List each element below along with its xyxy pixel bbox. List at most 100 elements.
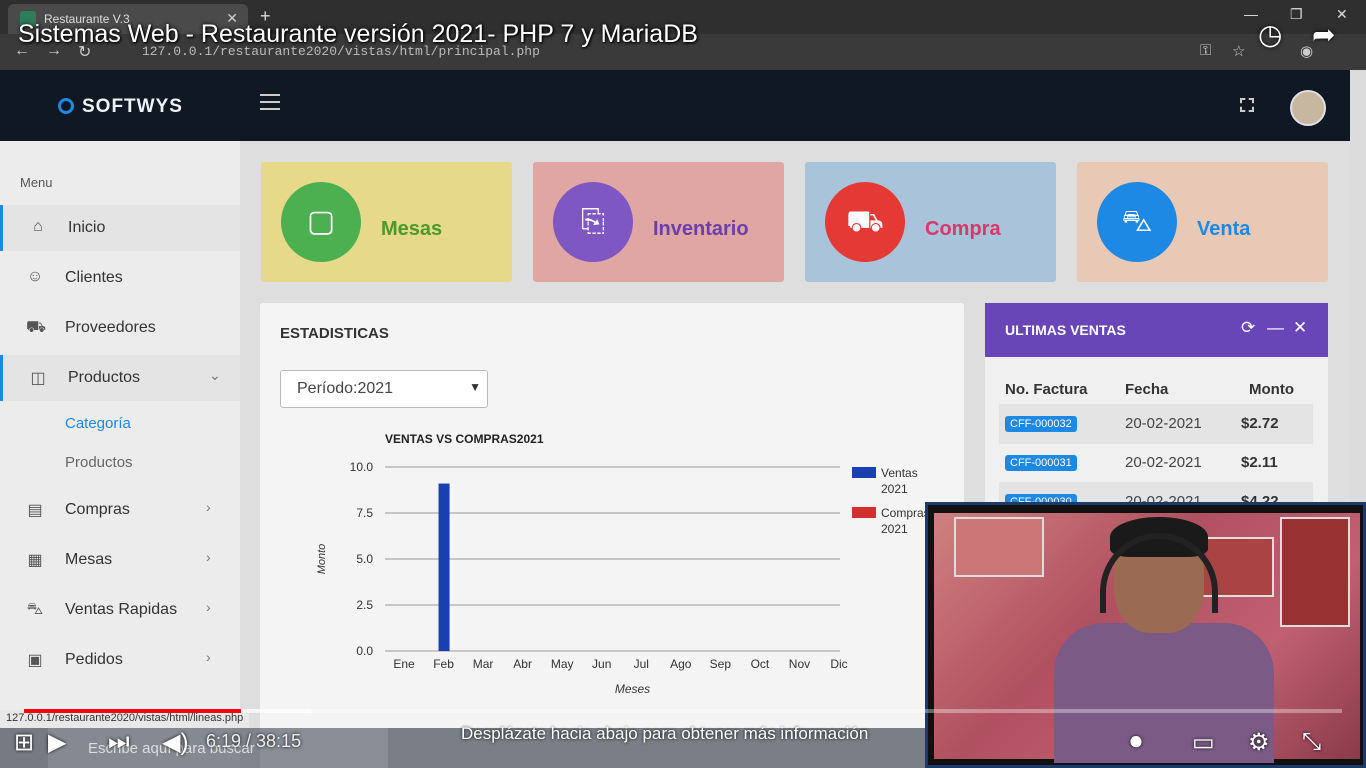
sidebar-item-inicio[interactable]: ⌂ Inicio: [0, 205, 240, 251]
next-button[interactable]: ⏭: [108, 728, 130, 755]
legend-swatch: [852, 467, 876, 478]
profile-icon[interactable]: ◉: [1300, 43, 1314, 60]
ventas-header: ULTIMAS VENTAS ⟳ — ✕: [985, 303, 1328, 357]
x-tick-label: Dic: [830, 657, 847, 671]
back-button[interactable]: ←: [14, 42, 30, 59]
chevron-down-icon: ▼: [469, 380, 481, 394]
share-icon[interactable]: ➦: [1312, 19, 1336, 50]
settings-icon[interactable]: ⚙: [1248, 729, 1270, 756]
chevron-down-icon: ⌄: [209, 367, 221, 383]
tab-close-icon[interactable]: ✕: [226, 10, 238, 26]
taskbar-search[interactable]: Escribe aquí para buscar: [48, 728, 388, 768]
menu-title: Menu: [20, 175, 53, 190]
app-logo[interactable]: SOFTWYS: [58, 96, 183, 118]
star-icon[interactable]: ☆: [1232, 43, 1246, 60]
tile-label: Mesas: [381, 218, 443, 240]
person-body: [1054, 623, 1274, 763]
x-tick-label: May: [551, 657, 574, 671]
tile-inventario[interactable]: ⎘ Inventario: [533, 162, 784, 282]
chevron-right-icon: ›: [206, 599, 211, 615]
col-header-factura: No. Factura: [1005, 381, 1088, 398]
play-button[interactable]: ▶: [48, 729, 67, 756]
start-icon[interactable]: ⊞: [14, 729, 35, 756]
sidebar-item-pedidos[interactable]: ▣ Pedidos ›: [0, 637, 240, 683]
new-tab-button[interactable]: +: [260, 6, 271, 26]
sidebar-item-label: Clientes: [65, 269, 123, 286]
url-field[interactable]: 127.0.0.1/restaurante2020/vistas/html/pr…: [142, 44, 540, 59]
progress-played[interactable]: [24, 709, 242, 713]
user-avatar[interactable]: [1290, 90, 1326, 126]
browser-tab[interactable]: Restaurante V.3 ✕: [8, 4, 248, 34]
cart-icon: ⛍: [26, 601, 44, 618]
webcam-overlay: [925, 502, 1366, 768]
sidebar-item-label: Compras: [65, 501, 130, 518]
sidebar-item-label: Ventas Rapidas: [65, 601, 178, 618]
refresh-icon[interactable]: ⟳: [1241, 318, 1256, 337]
sidebar-subitem-categoria[interactable]: Categoría: [65, 415, 131, 432]
table-icon: ▢: [281, 182, 361, 262]
chevron-right-icon: ›: [206, 549, 211, 565]
truck-icon: ⛟: [26, 319, 47, 336]
window-close-button[interactable]: ✕: [1336, 6, 1348, 22]
bar-ventas-2021: [438, 483, 450, 651]
address-bar: ← → ↻ 127.0.0.1/restaurante2020/vistas/h…: [0, 34, 1366, 70]
clipboard-icon: ▣: [27, 652, 43, 669]
sidebar-item-proveedores[interactable]: ⛟ Proveedores: [0, 305, 240, 351]
sidebar-item-label: Mesas: [65, 551, 113, 568]
x-axis-label: Meses: [615, 682, 650, 696]
tab-title: Restaurante V.3: [44, 12, 130, 26]
sidebar-subitem-productos[interactable]: Productos: [65, 454, 133, 471]
subtitles-icon[interactable]: ▭: [1192, 729, 1215, 756]
truck-icon: ⛟: [825, 182, 905, 262]
col-header-monto: Monto: [1249, 381, 1294, 398]
fullscreen-icon[interactable]: [1240, 98, 1254, 112]
forward-button[interactable]: →: [46, 42, 62, 59]
tile-label: Compra: [925, 218, 1001, 240]
table-row[interactable]: CFF-000032 20-02-2021 $2.72: [999, 404, 1313, 444]
wall-poster: [954, 517, 1044, 577]
maximize-button[interactable]: ❐: [1290, 6, 1303, 22]
sidebar-item-productos[interactable]: ◫ Productos ⌄: [0, 355, 240, 401]
x-tick-label: Abr: [513, 657, 532, 671]
minimize-icon[interactable]: —: [1267, 318, 1284, 337]
key-icon[interactable]: ⚿: [1200, 42, 1212, 59]
cart-icon: ⛍: [1097, 182, 1177, 262]
tile-label: Inventario: [653, 218, 749, 240]
tile-mesas[interactable]: ▢ Mesas: [261, 162, 512, 282]
monto-cell: $2.72: [1241, 415, 1279, 432]
sidebar-item-ventas-rapidas[interactable]: ⛍ Ventas Rapidas ›: [0, 587, 240, 633]
status-url: 127.0.0.1/restaurante2020/vistas/html/li…: [0, 710, 250, 728]
grid-icon: ▦: [27, 552, 43, 569]
time-display: 6:19 / 38:15: [206, 731, 302, 751]
sidebar-item-mesas[interactable]: ▦ Mesas ›: [0, 537, 240, 583]
exit-fullscreen-icon[interactable]: ⤡: [1302, 728, 1322, 755]
windows-taskbar: Escribe aquí para buscar: [0, 728, 925, 768]
sidebar: Menu ⌂ Inicio ☺ Clientes ⛟ Proveedores ◫…: [0, 141, 240, 768]
logo-text: SOFTWYS: [82, 96, 183, 117]
tile-label: Venta: [1197, 218, 1251, 240]
reload-button[interactable]: ↻: [78, 44, 92, 61]
progress-track[interactable]: [24, 709, 1342, 713]
app-header: SOFTWYS: [0, 70, 1350, 141]
close-icon[interactable]: ✕: [1293, 318, 1308, 337]
wall-poster: [1280, 517, 1350, 627]
webcam-video: [934, 513, 1360, 763]
sidebar-item-compras[interactable]: ▤ Compras ›: [0, 487, 240, 533]
factura-badge: CFF-000031: [1005, 455, 1077, 471]
home-icon: ⌂: [33, 218, 43, 235]
y-tick-label: 7.5: [356, 506, 373, 520]
legend-label: 2021: [881, 522, 908, 536]
minimize-button[interactable]: —: [1244, 6, 1258, 22]
tab-favicon-icon: [20, 11, 36, 27]
watch-later-icon[interactable]: ◷: [1258, 19, 1283, 50]
tile-venta[interactable]: ⛍ Venta: [1077, 162, 1328, 282]
table-row[interactable]: CFF-000031 20-02-2021 $2.11: [999, 443, 1313, 483]
hamburger-menu-icon[interactable]: [260, 94, 280, 110]
autoplay-toggle[interactable]: ⏺: [1130, 728, 1142, 755]
sidebar-item-clientes[interactable]: ☺ Clientes: [0, 255, 240, 301]
y-axis-label: Monto: [316, 544, 328, 575]
volume-icon[interactable]: ◀): [162, 729, 189, 756]
stats-panel: ESTADISTICAS Período:2021 ▼ VENTAS VS CO…: [260, 303, 964, 768]
tile-compra[interactable]: ⛟ Compra: [805, 162, 1056, 282]
period-select[interactable]: Período:2021 ▼: [280, 370, 488, 408]
